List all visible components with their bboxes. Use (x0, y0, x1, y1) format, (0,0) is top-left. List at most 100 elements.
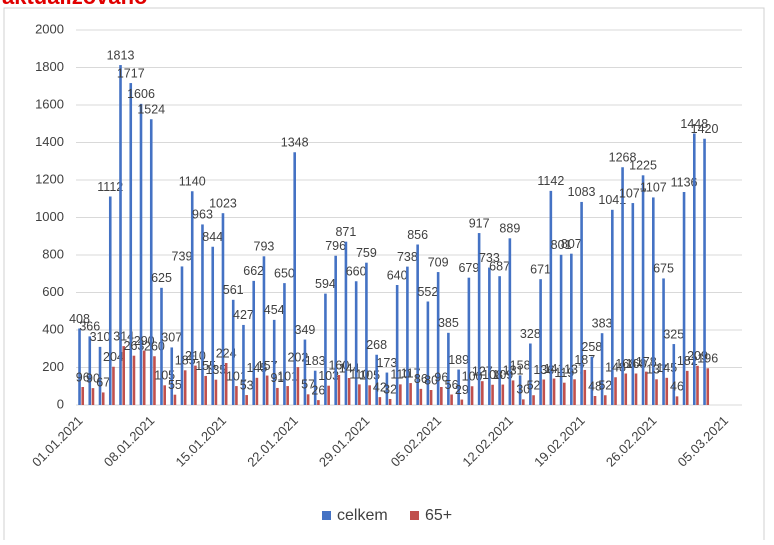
bar (245, 395, 248, 405)
value-label: 1813 (107, 48, 135, 62)
bar (600, 333, 604, 405)
bar (624, 373, 628, 405)
bar (313, 370, 317, 405)
value-label: 52 (598, 379, 612, 393)
y-tick-label: 1200 (35, 171, 64, 186)
value-label: 310 (90, 330, 111, 344)
value-label: 202 (287, 350, 308, 364)
value-label: 136 (533, 363, 554, 377)
value-label: 145 (246, 361, 267, 375)
value-label: 86 (414, 372, 428, 386)
value-label: 101 (226, 369, 247, 383)
bar (101, 392, 105, 405)
bar (108, 196, 112, 405)
bar (194, 365, 197, 405)
y-tick-label: 1000 (35, 209, 64, 224)
value-label: 29 (455, 383, 469, 397)
value-label: 307 (161, 331, 182, 345)
bar (201, 224, 204, 405)
value-label: 168 (626, 357, 647, 371)
value-label: 325 (663, 327, 684, 341)
bar (675, 396, 679, 405)
bar (293, 152, 296, 405)
x-tick-label: 26.02.2021 (603, 413, 660, 470)
value-label: 48 (588, 379, 602, 393)
bar (153, 356, 156, 405)
value-label: 889 (499, 222, 520, 236)
legend-swatch (410, 511, 419, 520)
bar (286, 386, 289, 405)
bar (539, 279, 542, 405)
value-label: 328 (520, 327, 541, 341)
value-label: 90 (86, 371, 100, 385)
bar (252, 280, 256, 405)
value-label: 687 (489, 259, 510, 273)
value-label: 427 (233, 308, 254, 322)
value-label: 739 (172, 250, 193, 264)
y-tick-label: 0 (57, 396, 64, 411)
x-tick-label: 12.02.2021 (459, 413, 516, 470)
bar (129, 83, 133, 405)
bar (416, 244, 419, 405)
bar (399, 384, 402, 405)
value-label: 91 (270, 371, 284, 385)
bar (88, 336, 92, 405)
value-label: 268 (366, 338, 387, 352)
y-tick-label: 400 (42, 321, 64, 336)
value-label: 552 (417, 285, 438, 299)
bar (460, 399, 464, 405)
bar (190, 191, 194, 405)
bar (296, 367, 300, 405)
bar (703, 138, 706, 405)
x-tick-label: 15.01.2021 (172, 413, 229, 470)
value-label: 105 (154, 369, 175, 383)
bar (532, 395, 535, 405)
value-label: 110 (390, 368, 410, 382)
bar (276, 387, 279, 405)
bar (170, 347, 174, 405)
bar (142, 350, 146, 405)
value-label: 148 (605, 361, 626, 375)
value-label: 1041 (598, 193, 626, 207)
y-tick-label: 200 (42, 359, 64, 374)
value-label: 96 (434, 370, 448, 384)
bar (501, 384, 505, 405)
bar (173, 394, 177, 405)
bar (549, 190, 553, 405)
bar (450, 394, 453, 405)
bar (327, 385, 330, 405)
value-label: 1524 (137, 103, 165, 117)
value-label: 1023 (209, 196, 237, 210)
bar (378, 397, 382, 405)
value-label: 263 (124, 339, 145, 353)
legend-swatch (322, 511, 331, 520)
bar (488, 267, 491, 405)
value-label: 640 (387, 268, 408, 282)
bar (303, 339, 307, 405)
bar (112, 366, 115, 405)
value-label: 1140 (179, 175, 206, 189)
value-label: 56 (445, 378, 459, 392)
value-label: 1348 (281, 136, 309, 150)
y-tick-label: 600 (42, 284, 64, 299)
value-label: 709 (428, 255, 449, 269)
bar (436, 272, 440, 405)
value-label: 314 (113, 329, 134, 343)
bar (498, 276, 501, 405)
value-label: 141 (544, 362, 565, 376)
bar (160, 287, 163, 405)
chart-frame (3, 7, 765, 545)
x-tick-label: 22.01.2021 (244, 413, 301, 470)
value-label: 1225 (629, 159, 657, 173)
value-label: 1448 (680, 117, 708, 131)
bar (149, 119, 153, 405)
bar (662, 278, 665, 405)
value-label: 101 (277, 369, 298, 383)
value-label: 196 (697, 352, 718, 366)
bar (368, 385, 371, 405)
bar (470, 386, 474, 405)
value-label: 801 (551, 238, 572, 252)
bar (593, 396, 597, 405)
value-label: 759 (356, 246, 377, 260)
